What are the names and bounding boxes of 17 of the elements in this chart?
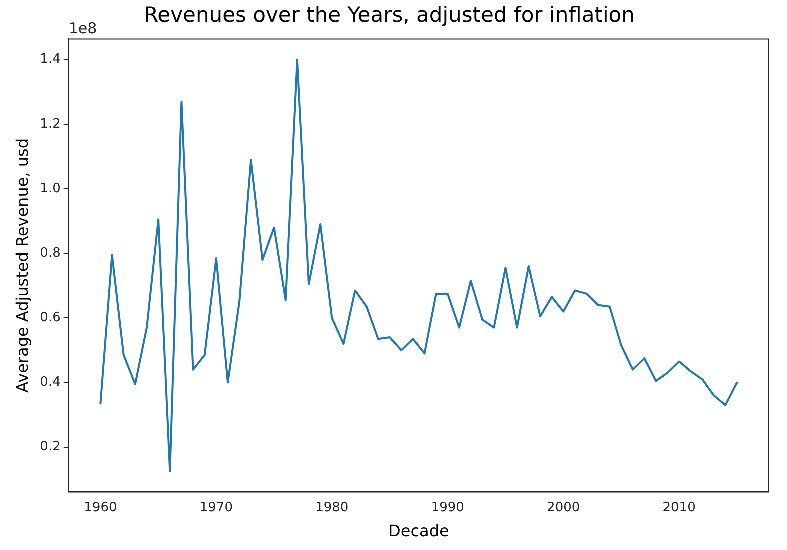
y-tick-label: 0.8 xyxy=(40,246,61,261)
x-tick-label: 1980 xyxy=(316,500,349,516)
chart-title: Revenues over the Years, adjusted for inflation xyxy=(144,3,635,28)
y-axis-title: Average Adjusted Revenue, usd xyxy=(12,138,32,393)
x-tick-label: 2010 xyxy=(662,500,696,516)
x-tick-label: 1960 xyxy=(84,500,118,516)
y-tick-label: 0.6 xyxy=(40,310,61,326)
y-tick-label: 1.4 xyxy=(40,52,61,68)
x-tick-label: 1990 xyxy=(431,500,464,516)
x-axis-title: Decade xyxy=(388,522,450,541)
x-tick-label: 1970 xyxy=(200,500,233,516)
y-tick-label: 1.0 xyxy=(40,181,61,196)
y-tick-label: 1.2 xyxy=(40,116,61,132)
x-tick-label: 2000 xyxy=(547,500,580,516)
text: 1e8 xyxy=(68,20,98,38)
y-tick-label: 0.4 xyxy=(40,375,61,390)
y-tick-label: 0.2 xyxy=(40,440,61,455)
